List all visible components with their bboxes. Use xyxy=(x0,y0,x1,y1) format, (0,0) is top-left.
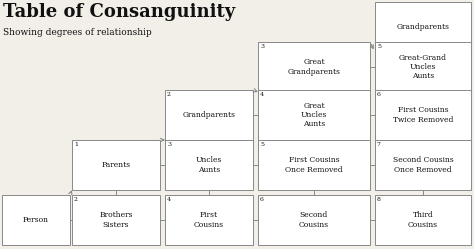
Text: 4: 4 xyxy=(260,92,264,97)
Bar xyxy=(165,195,253,245)
Text: Uncles
Aunts: Uncles Aunts xyxy=(196,156,222,174)
Bar xyxy=(375,2,471,52)
Text: Third
Cousins: Third Cousins xyxy=(408,211,438,229)
Text: Brothers
Sisters: Brothers Sisters xyxy=(99,211,133,229)
Text: Great
Grandparents: Great Grandparents xyxy=(288,59,340,76)
Text: Second
Cousins: Second Cousins xyxy=(299,211,329,229)
Text: First Cousins
Once Removed: First Cousins Once Removed xyxy=(285,156,343,174)
Text: 6: 6 xyxy=(377,92,381,97)
Text: 8: 8 xyxy=(377,197,381,202)
Text: 3: 3 xyxy=(167,142,171,147)
Text: Person: Person xyxy=(23,216,49,224)
Bar xyxy=(165,140,253,190)
Text: 5: 5 xyxy=(260,142,264,147)
Bar xyxy=(375,195,471,245)
Text: Showing degrees of relationship: Showing degrees of relationship xyxy=(3,28,152,37)
Text: 4: 4 xyxy=(167,197,171,202)
Bar xyxy=(2,195,70,245)
Bar xyxy=(258,42,370,92)
Text: Table of Consanguinity: Table of Consanguinity xyxy=(3,3,235,21)
Text: Great
Uncles
Aunts: Great Uncles Aunts xyxy=(301,102,327,128)
Bar xyxy=(258,90,370,140)
Text: Great-Grand
Uncles
Aunts: Great-Grand Uncles Aunts xyxy=(399,54,447,80)
Bar xyxy=(375,90,471,140)
Bar xyxy=(72,140,160,190)
Bar xyxy=(72,195,160,245)
Text: 6: 6 xyxy=(260,197,264,202)
Text: 3: 3 xyxy=(260,44,264,49)
Text: Second Cousins
Once Removed: Second Cousins Once Removed xyxy=(392,156,453,174)
Text: Grandparents: Grandparents xyxy=(396,23,449,31)
Bar xyxy=(165,90,253,140)
Text: Grandparents: Grandparents xyxy=(182,111,236,119)
Text: 1: 1 xyxy=(74,142,78,147)
Text: 2: 2 xyxy=(167,92,171,97)
Bar xyxy=(375,42,471,92)
Text: Parents: Parents xyxy=(101,161,130,169)
Text: 7: 7 xyxy=(377,142,381,147)
Text: First Cousins
Twice Removed: First Cousins Twice Removed xyxy=(393,106,453,124)
Bar xyxy=(375,140,471,190)
Bar xyxy=(258,140,370,190)
Text: 2: 2 xyxy=(74,197,78,202)
Text: 5: 5 xyxy=(377,44,381,49)
Text: First
Cousins: First Cousins xyxy=(194,211,224,229)
Bar xyxy=(258,195,370,245)
